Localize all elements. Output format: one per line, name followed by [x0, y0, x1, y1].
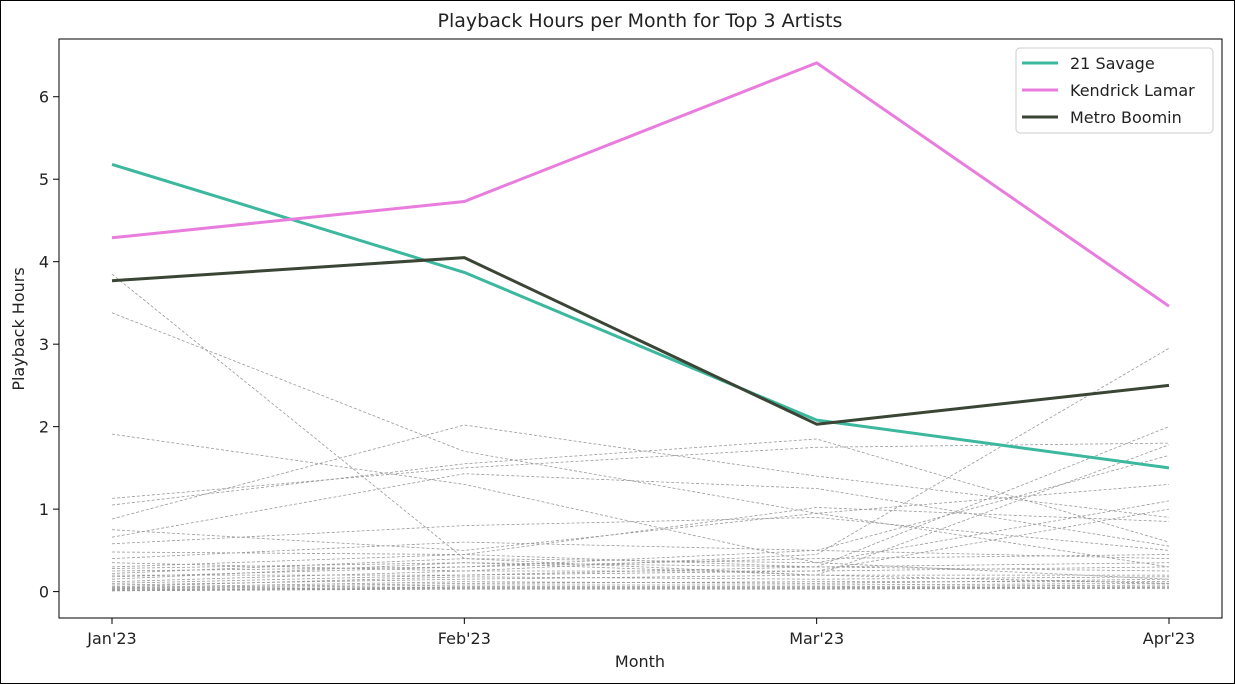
background-series-line: [111, 347, 1170, 572]
background-series-line: [112, 508, 1170, 576]
background-series-line: [111, 507, 1170, 555]
background-series-line: [111, 554, 1170, 578]
background-series-group: [111, 273, 1170, 592]
x-axis: Jan'23 Feb'23 Mar'23 Apr'23: [86, 618, 1195, 648]
background-series-line: [111, 584, 1170, 591]
legend-label: Metro Boomin: [1070, 108, 1182, 127]
background-series-line: [111, 574, 1169, 586]
background-series-line: [111, 562, 1170, 580]
background-series-line: [111, 273, 1170, 584]
y-tick-label: 4: [39, 253, 49, 272]
background-series-line: [111, 424, 1170, 520]
plot-area-border: [58, 38, 1223, 619]
y-tick-label: 2: [39, 418, 49, 437]
x-tick-label: Feb'23: [438, 629, 491, 648]
background-series-line: [111, 455, 1170, 572]
background-series-line: [111, 438, 1170, 543]
series-line-metro-boomin: [111, 256, 1170, 426]
series-line-kendrick-lamar: [111, 61, 1170, 308]
background-series-line: [111, 426, 1170, 568]
background-series-line: [111, 583, 1170, 590]
y-tick-label: 3: [39, 335, 49, 354]
background-series-line: [111, 433, 1170, 580]
background-series-line: [111, 587, 1170, 592]
y-tick-label: 0: [39, 583, 49, 602]
background-series-line: [111, 566, 1170, 584]
background-series-line: [111, 566, 1170, 583]
series-line-21-savage: [111, 162, 1170, 470]
y-tick-label: 5: [39, 170, 49, 189]
background-series-line: [111, 578, 1170, 588]
background-series-line: [111, 444, 1170, 576]
legend-label: Kendrick Lamar: [1070, 81, 1195, 100]
background-series-line: [111, 516, 1170, 551]
y-tick-label: 1: [39, 500, 49, 519]
background-series-line: [111, 312, 1170, 568]
background-series-line: [111, 576, 1170, 588]
y-axis: 0 1 2 3 4 5 6: [39, 88, 59, 602]
legend: 21 Savage Kendrick Lamar Metro Boomin: [1015, 47, 1214, 134]
background-series-line: [111, 500, 1170, 574]
background-series-line: [111, 484, 1170, 551]
background-series-line: [111, 587, 1170, 592]
x-axis-label: Month: [615, 652, 665, 671]
legend-box: [1015, 47, 1214, 134]
main-series-group: [111, 61, 1170, 470]
legend-label: 21 Savage: [1070, 54, 1155, 73]
x-tick-label: Mar'23: [789, 629, 844, 648]
y-tick-label: 6: [39, 88, 49, 107]
x-tick-label: Apr'23: [1143, 629, 1195, 648]
background-series-line: [111, 581, 1169, 589]
chart-title: Playback Hours per Month for Top 3 Artis…: [438, 10, 843, 32]
background-series-line: [111, 473, 1170, 547]
y-axis-label: Playback Hours: [9, 267, 28, 390]
background-series-line: [111, 541, 1170, 559]
x-tick-label: Jan'23: [86, 629, 136, 648]
background-series-line: [111, 586, 1170, 591]
